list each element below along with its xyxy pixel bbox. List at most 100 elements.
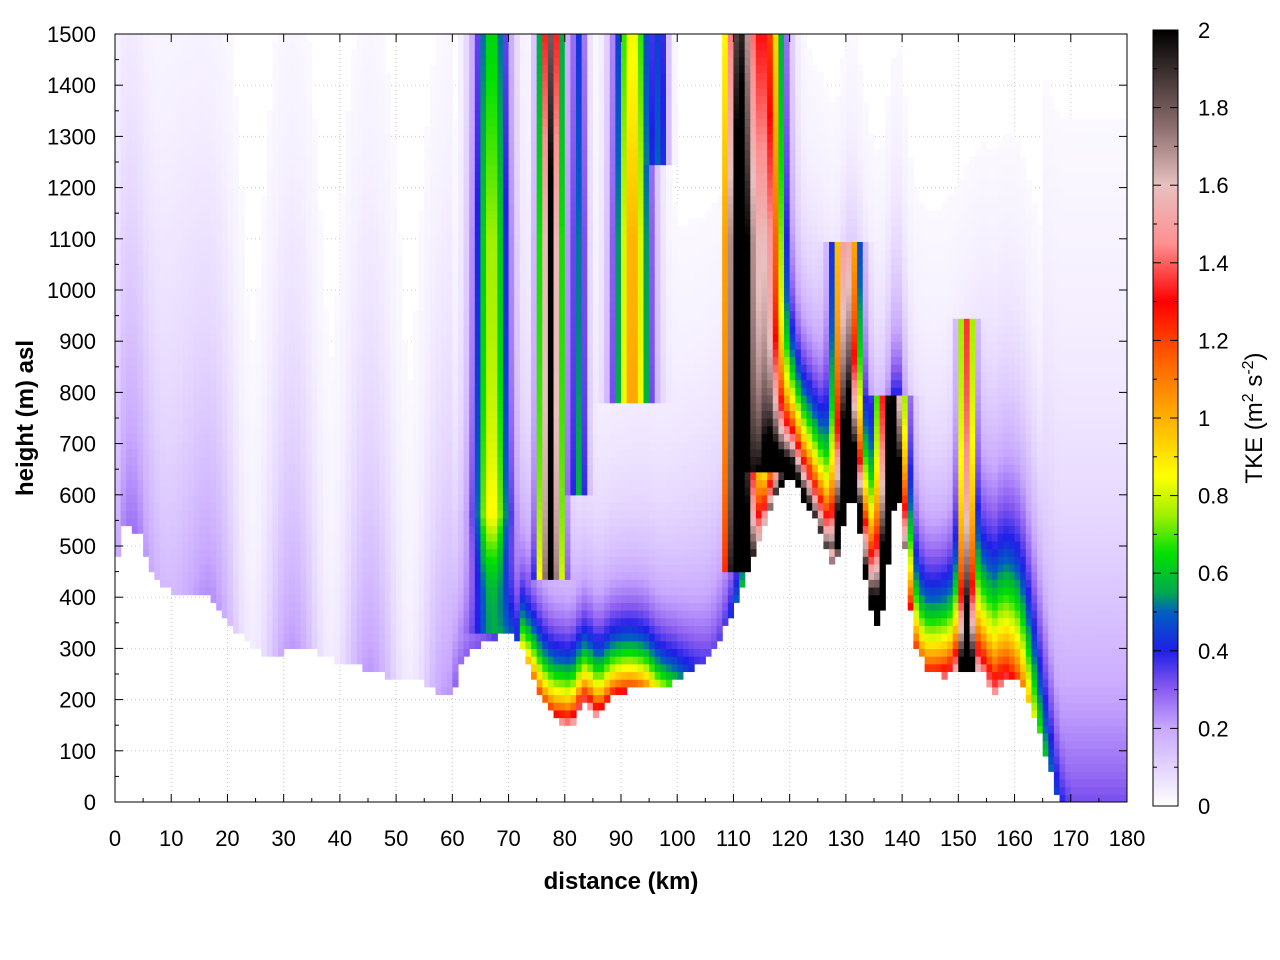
tke-cell: [221, 387, 229, 396]
tke-cell: [311, 571, 318, 580]
tke-cell: [199, 394, 206, 404]
tke-cell: [182, 226, 189, 235]
tke-cell: [131, 87, 139, 97]
tke-cell: [300, 356, 307, 365]
tke-cell: [204, 556, 212, 565]
tke-cell: [154, 172, 161, 181]
tke-cell: [486, 410, 493, 419]
tke-cell: [480, 318, 487, 327]
tke-cell: [176, 241, 184, 250]
tke-cell: [188, 471, 195, 481]
tke-cell: [435, 64, 442, 73]
tke-cell: [452, 179, 459, 189]
tke-cell: [339, 226, 347, 235]
tke-cell: [159, 172, 167, 181]
tke-cell: [396, 610, 403, 619]
tke-cell: [373, 72, 380, 81]
tke-cell: [272, 425, 279, 434]
tke-cell: [131, 333, 139, 342]
tke-cell: [204, 387, 212, 396]
tke-cell: [362, 394, 369, 404]
tke-cell: [351, 364, 358, 373]
tke-cell: [306, 195, 313, 204]
tke-cell: [261, 517, 268, 527]
tke-cell: [289, 433, 296, 442]
tke-cell: [193, 556, 200, 565]
tke-cell: [126, 318, 133, 327]
tke-cell: [143, 233, 150, 242]
tke-cell: [429, 295, 437, 304]
tke-cell: [379, 633, 386, 642]
tke-cell: [401, 671, 408, 680]
tke-cell: [486, 295, 493, 304]
tke-cell: [396, 325, 403, 335]
tke-cell: [311, 594, 318, 603]
tke-cell: [165, 402, 172, 411]
tke-cell: [317, 494, 324, 504]
tke-cell: [210, 164, 217, 173]
tke-cell: [311, 156, 318, 166]
tke-cell: [244, 387, 251, 396]
tke-cell: [306, 617, 313, 626]
tke-cell: [351, 410, 358, 419]
tke-cell: [227, 226, 234, 235]
tke-cell: [137, 402, 144, 411]
tke-cell: [441, 264, 448, 273]
tke-cell: [446, 156, 453, 166]
tke-cell: [486, 187, 493, 196]
tke-cell: [154, 41, 161, 50]
tke-cell: [306, 594, 313, 603]
tke-cell: [294, 387, 302, 396]
tke-cell: [266, 517, 274, 527]
tke-cell: [435, 594, 442, 603]
tke-cell: [176, 371, 184, 381]
tke-cell: [497, 348, 504, 358]
tke-cell: [131, 57, 139, 66]
tke-cell: [221, 356, 229, 365]
tke-cell: [457, 533, 465, 542]
tke-cell: [486, 172, 493, 181]
tke-cell: [278, 272, 285, 281]
tke-cell: [508, 410, 515, 419]
tke-cell: [373, 202, 380, 212]
tke-cell: [407, 487, 414, 496]
tke-cell: [244, 510, 251, 519]
tke-cell: [384, 525, 392, 534]
tke-cell: [261, 310, 268, 319]
tke-cell: [407, 471, 414, 481]
tke-cell: [289, 218, 296, 227]
tke-cell: [435, 610, 442, 619]
tke-cell: [390, 371, 397, 381]
tke-cell: [457, 348, 465, 358]
tke-cell: [278, 341, 285, 350]
tke-cell: [283, 494, 290, 504]
tke-cell: [233, 487, 240, 496]
tke-cell: [311, 241, 318, 250]
tke-cell: [368, 540, 375, 550]
tke-cell: [244, 563, 251, 573]
tke-cell: [491, 394, 498, 404]
tke-cell: [210, 548, 217, 557]
tke-cell: [339, 410, 347, 419]
tke-cell: [171, 218, 178, 227]
tke-cell: [508, 533, 515, 542]
tke-cell: [300, 241, 307, 250]
tke-cell: [154, 218, 161, 227]
tke-cell: [131, 241, 139, 250]
tke-cell: [373, 425, 380, 434]
tke-cell: [373, 556, 380, 565]
tke-cell: [497, 141, 504, 150]
tke-cell: [317, 302, 324, 312]
tke-cell: [165, 341, 172, 350]
tke-cell: [362, 571, 369, 580]
tke-cell: [143, 533, 150, 542]
tke-cell: [435, 210, 442, 219]
tke-cell: [452, 494, 459, 504]
tke-cell: [148, 540, 155, 550]
tke-cell: [368, 425, 375, 434]
tke-cell: [154, 202, 161, 212]
tke-cell: [126, 325, 133, 335]
tke-cell: [204, 341, 212, 350]
tke-cell: [266, 648, 274, 657]
tke-cell: [182, 356, 189, 365]
